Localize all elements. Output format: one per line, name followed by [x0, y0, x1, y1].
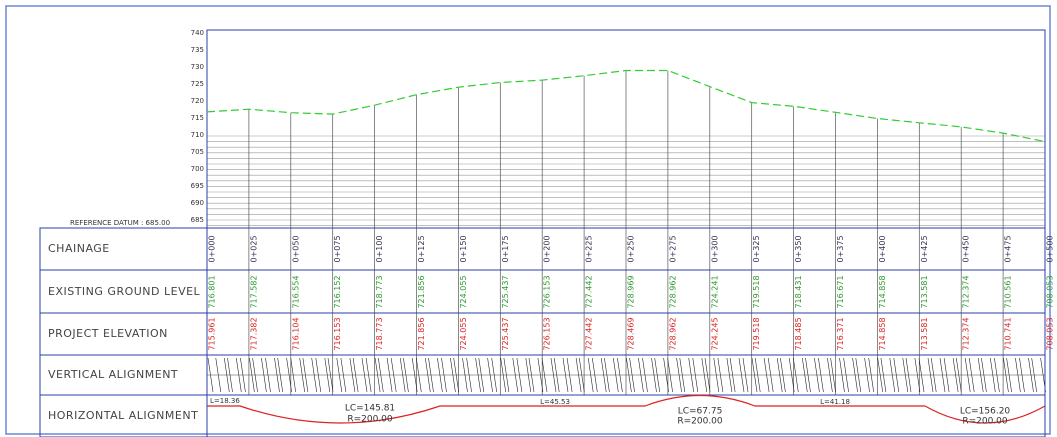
row-label: HORIZONTAL ALIGNMENT	[48, 409, 198, 422]
ground-level: 714.858	[878, 275, 887, 308]
chainage: 0+250	[627, 235, 636, 262]
ground-level: 728.969	[627, 275, 636, 308]
chainage: 0+100	[375, 235, 384, 262]
project-elevation: 719.518	[752, 317, 761, 350]
ground-level: 710.561	[1004, 275, 1013, 308]
chainage: 0+125	[417, 235, 426, 262]
chainage: 0+075	[333, 235, 342, 262]
ground-level: 716.671	[836, 275, 845, 308]
elevation-label: 695	[191, 182, 204, 190]
elevation-label: 710	[191, 131, 204, 139]
ground-level: 716.801	[208, 275, 217, 308]
chainage: 0+425	[920, 235, 929, 262]
project-elevation: 708.053	[1046, 317, 1055, 350]
ground-level: 716.152	[333, 275, 342, 308]
project-elevation: 717.382	[249, 317, 258, 350]
ha-label: L=45.53	[540, 398, 570, 406]
elevation-label: 715	[191, 114, 204, 122]
project-elevation: 718.485	[794, 317, 803, 350]
ha-label: LC=156.20	[960, 407, 1011, 417]
project-elevation: 716.104	[291, 317, 300, 350]
row-label: PROJECT ELEVATION	[48, 327, 168, 340]
project-elevation: 724.055	[459, 317, 468, 350]
row-label: CHAINAGE	[48, 242, 110, 255]
ground-level: 717.582	[249, 275, 258, 308]
chainage: 0+000	[208, 235, 217, 262]
ground-level: 708.053	[1046, 275, 1055, 308]
ha-label: LC=145.81	[345, 404, 395, 414]
chainage: 0+225	[585, 235, 594, 262]
chainage: 0+050	[291, 235, 300, 262]
elevation-label: 690	[191, 199, 204, 207]
ground-level: 727.442	[585, 275, 594, 308]
project-elevation: 718.773	[375, 317, 384, 350]
chainage: 0+150	[459, 235, 468, 262]
row-label: VERTICAL ALIGNMENT	[48, 368, 178, 381]
project-elevation: 728.962	[668, 317, 677, 350]
ground-level: 718.431	[794, 275, 803, 308]
elevation-label: 740	[191, 29, 204, 37]
project-elevation: 715.961	[208, 317, 217, 350]
ha-label: R=200.00	[677, 417, 723, 427]
elevation-label: 735	[191, 46, 204, 54]
project-elevation: 716.371	[836, 317, 845, 350]
table-box	[39, 227, 1046, 437]
row-label: EXISTING GROUND LEVEL	[48, 285, 201, 298]
ground-level: 713.581	[920, 275, 929, 308]
project-elevation: 725.437	[501, 317, 510, 350]
project-elevation: 713.581	[920, 317, 929, 350]
elevation-label: 725	[191, 80, 204, 88]
ha-label: L=18.36	[210, 397, 240, 405]
chainage: 0+450	[962, 235, 971, 262]
project-elevation: 712.374	[962, 317, 971, 350]
chainage: 0+275	[668, 235, 677, 262]
ground-level: 725.437	[501, 275, 510, 308]
chainage: 0+175	[501, 235, 510, 262]
chainage: 0+200	[543, 235, 552, 262]
chainage: 0+350	[794, 235, 803, 262]
ground-level: 719.518	[752, 275, 761, 308]
elevation-label: 685	[191, 216, 204, 224]
chainage: 0+400	[878, 235, 887, 262]
reference-datum: REFERENCE DATUM : 685.00	[70, 219, 170, 227]
ground-level: 716.554	[291, 275, 300, 308]
project-elevation: 728.469	[627, 317, 636, 350]
ground-level: 718.773	[375, 275, 384, 308]
elevation-label: 705	[191, 148, 204, 156]
chainage: 0+375	[836, 235, 845, 262]
ground-level: 721.856	[417, 275, 426, 308]
chainage: 0+300	[710, 235, 719, 262]
chainage: 0+475	[1004, 235, 1013, 262]
ha-label: R=200.00	[347, 415, 393, 425]
ha-label: L=41.18	[820, 398, 850, 406]
ground-level: 724.241	[710, 275, 719, 308]
ground-level: 728.962	[668, 275, 677, 308]
chainage: 0+325	[752, 235, 761, 262]
ground-line	[206, 69, 1046, 143]
project-elevation: 714.858	[878, 317, 887, 350]
ground-level: 712.374	[962, 275, 971, 308]
elevation-label: 730	[191, 63, 204, 71]
chainage: 0+500	[1046, 235, 1055, 262]
ground-level: 726.153	[543, 275, 552, 308]
project-elevation: 727.442	[585, 317, 594, 350]
project-elevation: 716.153	[333, 317, 342, 350]
project-elevation: 726.153	[543, 317, 552, 350]
project-elevation: 710.741	[1004, 317, 1013, 350]
ground-level: 724.055	[459, 275, 468, 308]
elevation-label: 720	[191, 97, 204, 105]
ha-label: R=200.00	[962, 417, 1008, 427]
elevation-label: 700	[191, 165, 204, 173]
chainage: 0+025	[249, 235, 258, 262]
alignment-curve	[207, 394, 1046, 424]
project-elevation: 721.856	[417, 317, 426, 350]
frame	[5, 5, 1051, 435]
ha-label: LC=67.75	[678, 407, 723, 417]
project-elevation: 724.245	[710, 317, 719, 350]
